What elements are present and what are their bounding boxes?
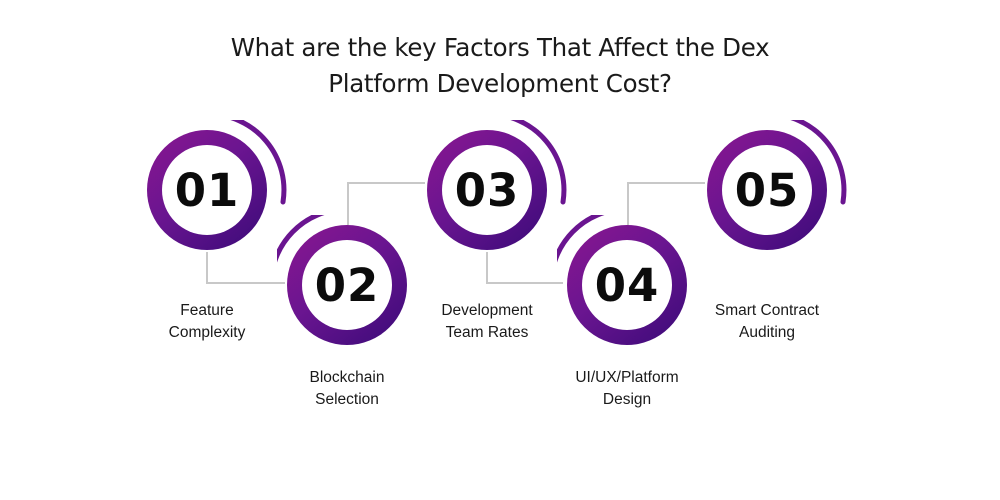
- step-number: 05: [734, 163, 800, 217]
- diagram-title: What are the key Factors That Affect the…: [0, 30, 1000, 102]
- step-01: 01: [137, 120, 287, 260]
- step-02: 02: [277, 215, 417, 355]
- label-line-2: Complexity: [168, 324, 246, 341]
- label-line-2: Auditing: [738, 324, 795, 341]
- connector-03-04: [486, 252, 563, 284]
- number-ring: 04: [567, 225, 687, 345]
- step-05: 05: [697, 120, 847, 260]
- step-03-label: Development Team Rates: [397, 300, 577, 344]
- number-ring: 05: [707, 130, 827, 250]
- label-line-1: UI/UX/Platform: [575, 369, 679, 386]
- step-01-label: Feature Complexity: [117, 300, 297, 344]
- accent-arc: [230, 120, 287, 205]
- connector-04-05: [627, 182, 705, 225]
- label-line-2: Design: [602, 391, 652, 408]
- number-ring: 02: [287, 225, 407, 345]
- label-line-2: Selection: [315, 391, 379, 408]
- step-04-label: UI/UX/Platform Design: [537, 367, 717, 411]
- number-ring: 01: [147, 130, 267, 250]
- step-02-label: Blockchain Selection: [257, 367, 437, 411]
- step-number: 03: [454, 163, 520, 217]
- label-line-1: Blockchain: [309, 369, 385, 386]
- accent-arc: [790, 120, 847, 205]
- step-03: 03: [417, 120, 567, 260]
- label-line-1: Feature: [180, 302, 234, 319]
- step-05-label: Smart Contract Auditing: [677, 300, 857, 344]
- step-number: 01: [174, 163, 240, 217]
- accent-arc: [510, 120, 567, 205]
- accent-arc: [277, 215, 325, 263]
- label-line-1: Development: [441, 302, 533, 319]
- connector-01-02: [206, 252, 285, 284]
- step-number: 04: [594, 258, 660, 312]
- title-line-2: Platform Development Cost?: [328, 69, 672, 98]
- label-line-1: Smart Contract: [714, 302, 820, 319]
- number-ring: 03: [427, 130, 547, 250]
- title-line-1: What are the key Factors That Affect the…: [230, 33, 770, 62]
- label-line-2: Team Rates: [445, 324, 529, 341]
- accent-arc: [557, 215, 605, 263]
- step-number: 02: [314, 258, 380, 312]
- step-04: 04: [557, 215, 697, 355]
- connector-02-03: [347, 182, 425, 225]
